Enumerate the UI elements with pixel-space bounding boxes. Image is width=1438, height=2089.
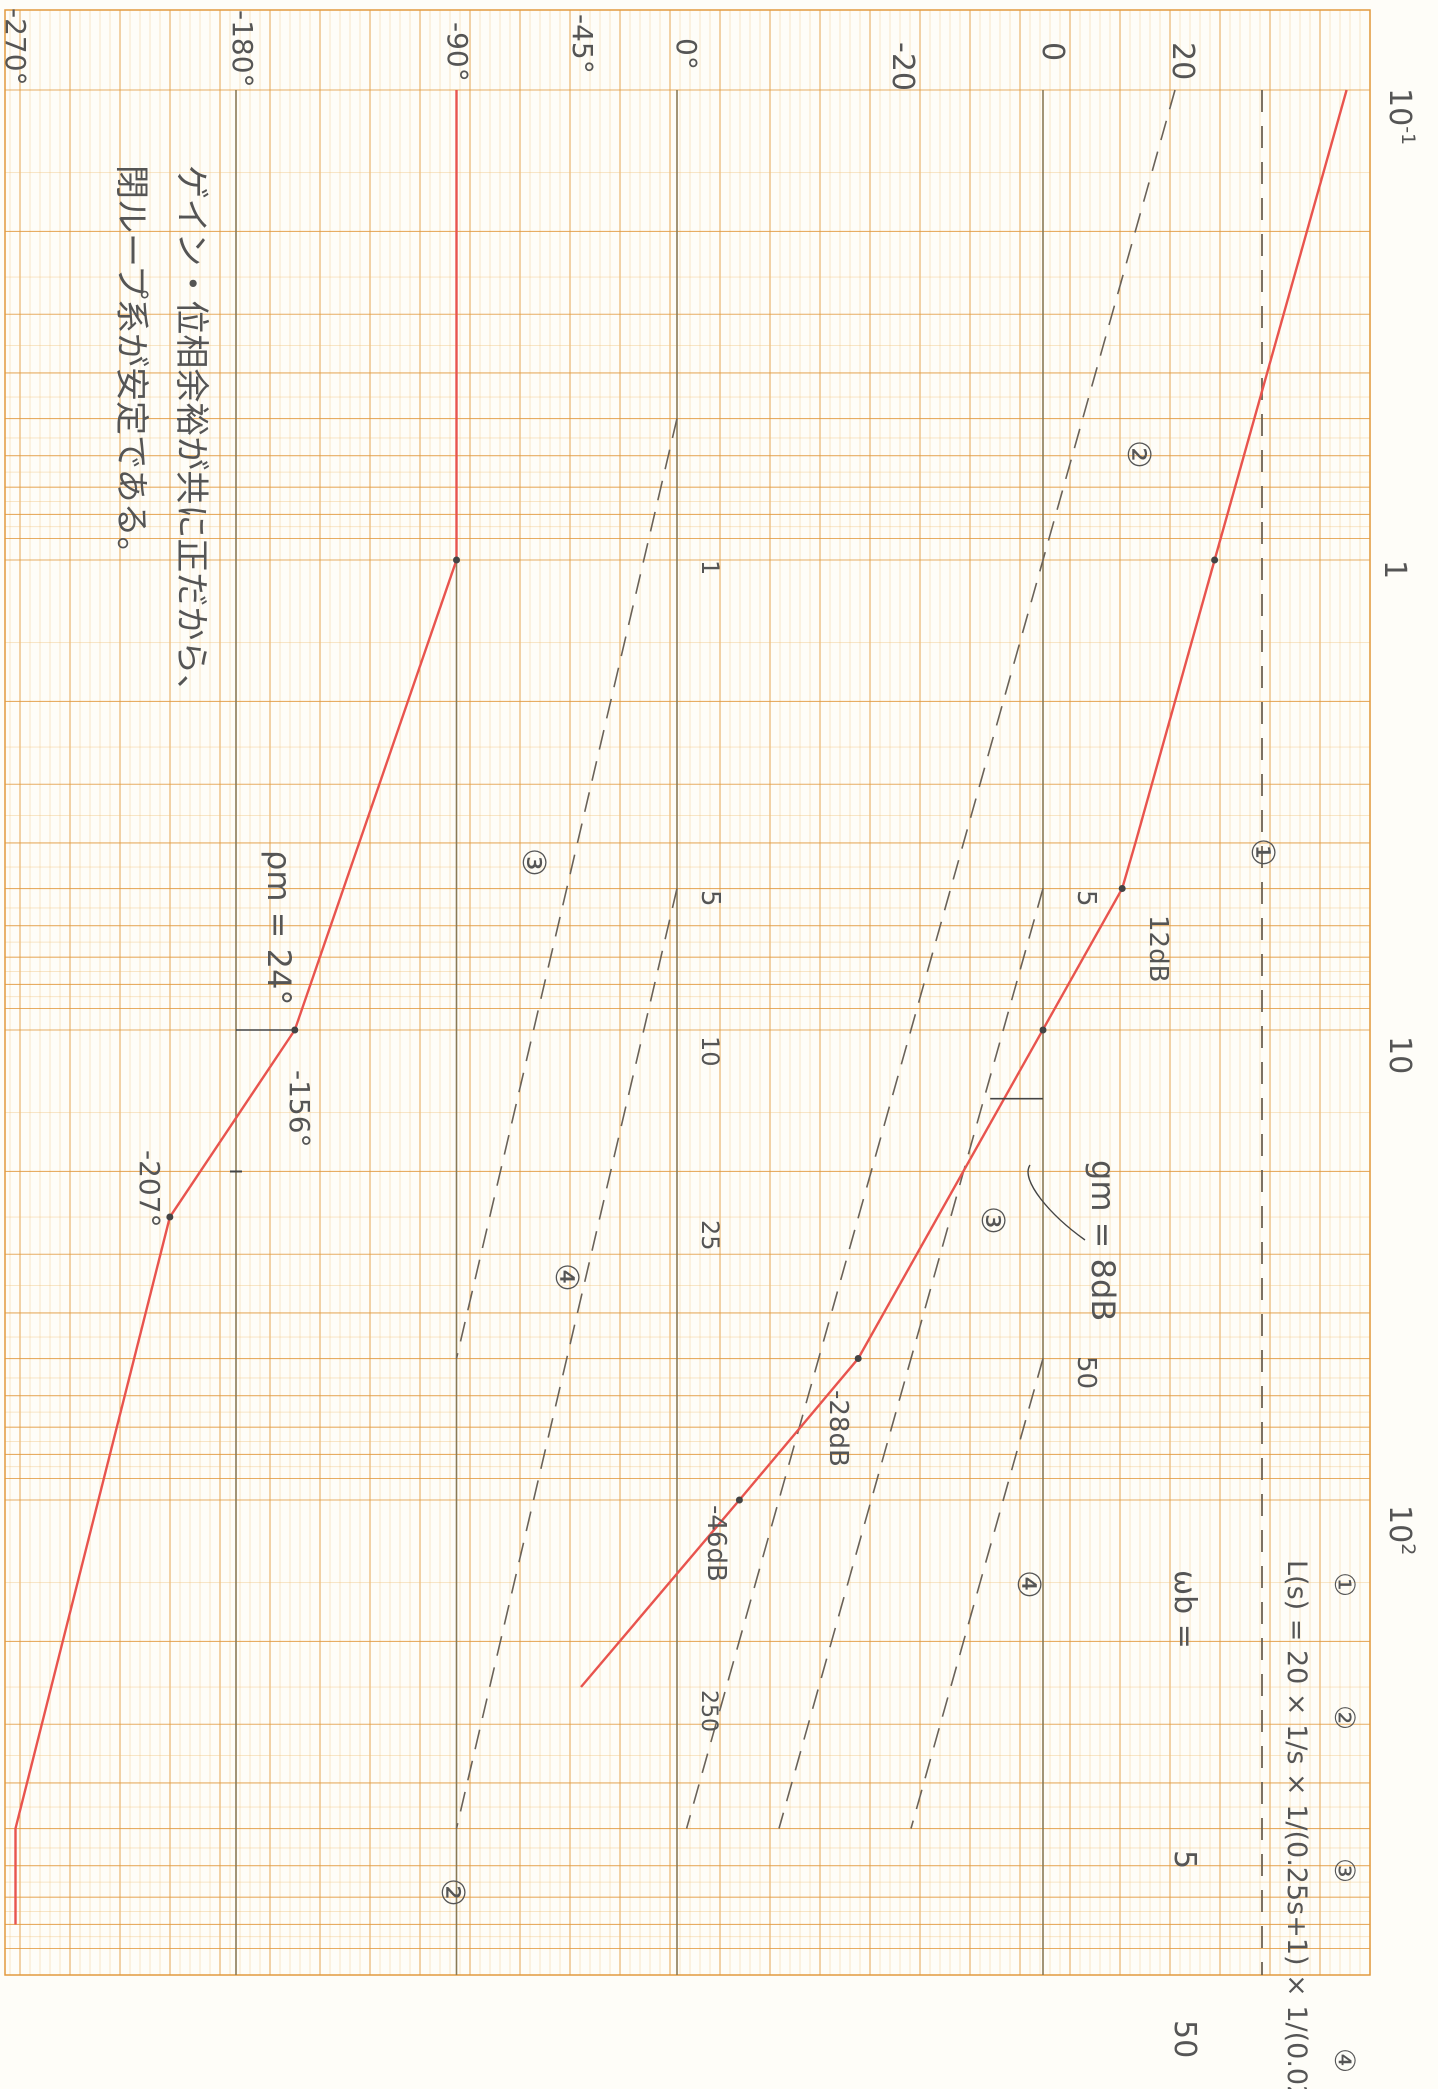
phase-margin-label: ρm = 24°: [260, 850, 298, 1005]
gain-margin-leader: [1027, 1164, 1086, 1241]
gain-factor-line: [685, 89, 1176, 1829]
gain-axis-point-label: 5: [1071, 890, 1101, 907]
x-tick-label: 1: [1377, 560, 1412, 579]
formula-circled-number: ①: [1328, 1572, 1361, 1597]
bode-curves: [14, 89, 1348, 1925]
gain-axis-label: 0: [1035, 42, 1070, 61]
factor-label: ②: [1120, 440, 1158, 469]
gain-value-label: 12dB: [1143, 915, 1173, 982]
gain-point-dot: [1118, 885, 1126, 893]
phase-value-label: -207°: [133, 1150, 166, 1228]
phase-axis-label: -270°: [0, 8, 32, 86]
factor-label: ④: [548, 1263, 586, 1292]
phase-value-label: -156°: [283, 1070, 316, 1148]
factor-label: ③: [515, 848, 553, 877]
factor-asymptotes: [455, 89, 1176, 1829]
gain-axis-label: 20: [1165, 42, 1200, 80]
gain-point-dot: [854, 1355, 862, 1363]
point-marks: [166, 556, 1219, 1504]
phase-axis-label: -90°: [441, 22, 474, 82]
phase-curve: [14, 90, 458, 1925]
x-tick-label: 10-1: [1382, 88, 1419, 145]
gain-margin-label: gm = 8dB: [1084, 1160, 1122, 1321]
gain-factor-line: [910, 1358, 1044, 1829]
gain-value-label: -28dB: [823, 1390, 853, 1467]
phase-axis-point-label: 5: [695, 890, 725, 907]
phase-factor-line: [455, 418, 678, 1359]
formula-circled-number: ②: [1328, 1705, 1361, 1730]
formula-circled-number: ③: [1328, 1858, 1361, 1883]
factor-label: ④: [1010, 1570, 1048, 1599]
gain-value-label: -46dB: [701, 1505, 731, 1582]
phase-axis-point-label: 250: [696, 1690, 721, 1732]
phase-point-dot: [453, 556, 460, 564]
phase-axis-label: -45°: [566, 14, 599, 74]
factor-label: ①: [1244, 838, 1282, 867]
phase-axis-label: 0°: [670, 38, 703, 70]
grid-border: [4, 9, 1371, 1976]
conclusion-note-line-1: ゲイン・位相余裕が共に正だから、: [171, 165, 211, 708]
factor-label: ②: [434, 1878, 472, 1907]
corner-frequency-value: 5: [1167, 1850, 1202, 1869]
gain-point-dot: [1039, 1026, 1047, 1034]
factor-label: ③: [974, 1206, 1012, 1235]
phase-axis-point-label: 10: [696, 1036, 724, 1067]
phase-factor-line: [455, 888, 678, 1829]
x-tick-label: 102: [1382, 1505, 1419, 1555]
graph-paper-grid: [4, 9, 1371, 1976]
phase-axis-point-label: 25: [696, 1220, 724, 1251]
formula-circled-number: ④: [1328, 2048, 1361, 2073]
corner-frequency-value: 50: [1167, 2020, 1202, 2058]
gain-axis-point-label: 50: [1071, 1356, 1101, 1389]
conclusion-note-line-2: 閉ループ系が安定である。: [111, 165, 151, 571]
gain-point-dot: [1211, 556, 1219, 564]
gain-factor-line: [778, 888, 1044, 1829]
phase-point-dot: [166, 1213, 174, 1221]
phase-axis-label: -180°: [226, 10, 259, 88]
gain-point-dot: [735, 1496, 743, 1504]
transfer-function-formula: L(s) = 20 × 1/s × 1/(0.25s+1) × 1/(0.02s…: [1281, 1560, 1312, 2089]
corner-frequency-label: ωb =: [1167, 1570, 1202, 1649]
phase-axis-point-label: 1: [696, 560, 724, 575]
x-tick-label: 10: [1382, 1036, 1417, 1074]
gain-axis-label: -20: [885, 42, 920, 91]
